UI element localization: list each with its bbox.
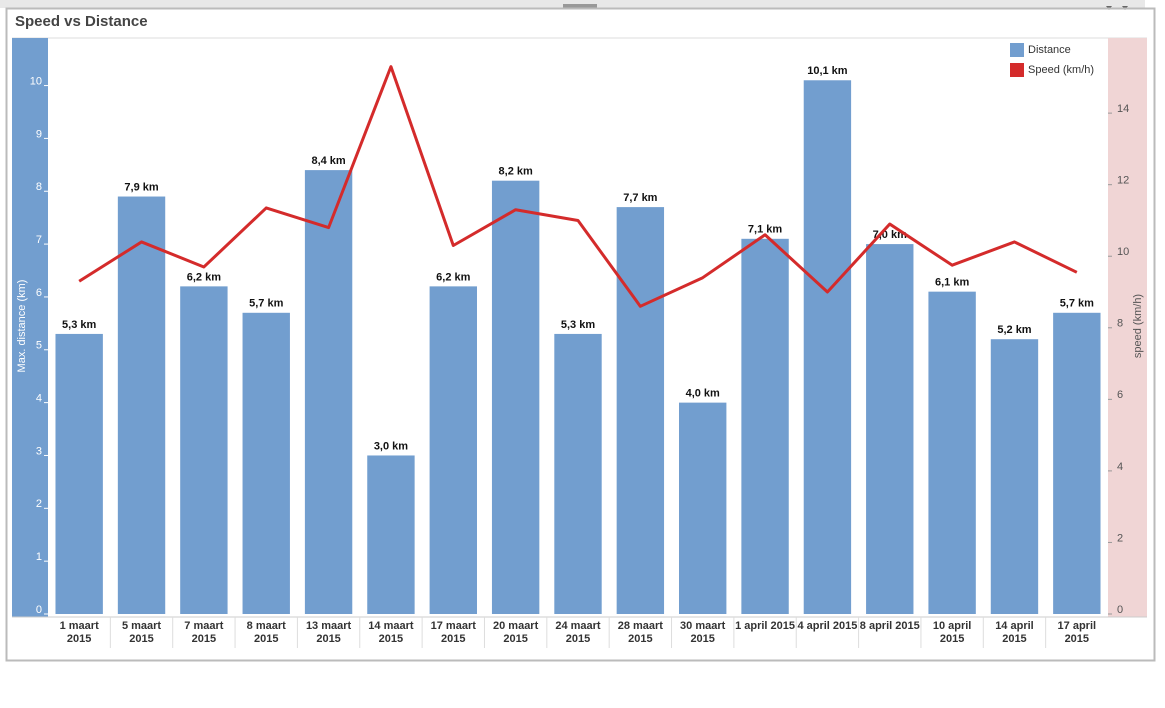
value-label: 6,1 km	[935, 277, 969, 289]
legend-label: Distance	[1028, 44, 1071, 56]
y-tick-label: 1	[36, 551, 42, 563]
y2-tick-label: 10	[1117, 246, 1129, 258]
x-tick-label: 10 april 2015	[932, 620, 972, 645]
y2-axis-title: speed (km/h)	[1132, 294, 1144, 358]
value-label: 3,0 km	[374, 440, 408, 452]
value-label: 7,9 km	[124, 181, 158, 193]
value-label: 5,3 km	[62, 319, 96, 331]
value-label: 7,1 km	[748, 224, 782, 236]
bar	[367, 455, 415, 614]
bar	[679, 402, 727, 614]
x-tick-label: 20 maart 2015	[493, 620, 539, 645]
y2-tick-label: 8	[1117, 318, 1123, 330]
x-tick-label: 14 april 2015	[995, 620, 1034, 645]
y-tick-label: 4	[36, 393, 42, 405]
bar	[866, 244, 914, 614]
line	[78, 65, 1078, 308]
value-label: 10,1 km	[807, 65, 848, 77]
right-axis-band	[1108, 38, 1147, 617]
bar	[55, 333, 103, 614]
x-tick-label: 1 maart 2015	[59, 620, 99, 645]
y2-tick-label: 4	[1117, 461, 1123, 473]
grip[interactable]	[563, 4, 597, 8]
x-tick-label: 8 april 2015	[859, 620, 920, 632]
x-tick-label: 4 april 2015	[797, 620, 858, 632]
y-axis-title: Max. distance (km)	[16, 280, 28, 373]
bar	[616, 207, 665, 614]
y2-tick-label: 6	[1117, 389, 1123, 401]
value-label: 6,2 km	[436, 271, 470, 283]
x-tick-label: 14 maart 2015	[368, 620, 414, 645]
y2-tick-label: 14	[1117, 103, 1129, 115]
panel-border	[5, 7, 1156, 662]
value-label: 5,2 km	[997, 324, 1031, 336]
bar	[990, 339, 1039, 614]
bar	[117, 196, 166, 614]
x-tick-label: 28 maart 2015	[617, 620, 663, 645]
bar	[491, 180, 540, 614]
value-label: 8,2 km	[499, 166, 533, 178]
bar	[741, 238, 789, 614]
y2-tick-label: 2	[1117, 532, 1123, 544]
y-tick-label: 9	[36, 128, 42, 140]
y-tick-label: 10	[30, 75, 42, 87]
bar	[429, 286, 477, 614]
bar	[304, 170, 353, 614]
y-tick-label: 2	[36, 498, 42, 510]
y2-tick-label: 0	[1117, 604, 1123, 616]
x-tick-label: 7 maart 2015	[184, 620, 224, 645]
x-tick-label: 30 maart 2015	[680, 620, 726, 645]
value-label: 8,4 km	[311, 155, 345, 167]
y-tick-label: 5	[36, 340, 42, 352]
legend-label: Speed (km/h)	[1028, 64, 1094, 76]
chart-title: Speed vs Distance	[15, 13, 148, 30]
value-label: 5,7 km	[1060, 298, 1094, 310]
y2-tick-label: 12	[1117, 175, 1129, 187]
bar	[803, 80, 852, 615]
left-axis-band	[12, 38, 48, 617]
x-tick-label: 17 maart 2015	[430, 620, 476, 645]
bar	[1053, 312, 1101, 614]
y-tick-label: 8	[36, 181, 42, 193]
y-tick-label: 0	[36, 604, 42, 616]
x-tick-label: 13 maart 2015	[305, 620, 352, 645]
bar	[928, 291, 976, 614]
x-tick-label: 1 april 2015	[735, 620, 796, 632]
x-tick-label: 8 maart 2015	[246, 620, 286, 645]
value-label: 6,2 km	[187, 271, 221, 283]
legend-swatch	[1010, 63, 1024, 77]
bar	[242, 312, 290, 614]
value-label: 7,7 km	[623, 192, 657, 204]
value-label: 4,0 km	[686, 388, 720, 400]
y-tick-label: 7	[36, 234, 42, 246]
x-tick-label: 17 april 2015	[1057, 620, 1097, 645]
value-label: 5,7 km	[249, 298, 283, 310]
y-tick-label: 3	[36, 445, 42, 457]
y-tick-label: 6	[36, 287, 42, 299]
x-tick-label: 24 maart 2015	[555, 620, 601, 645]
value-label: 5,3 km	[561, 319, 595, 331]
legend-swatch	[1010, 43, 1024, 57]
bar	[180, 286, 228, 614]
x-tick-label: 5 maart 2015	[121, 620, 162, 645]
bar	[554, 333, 602, 614]
